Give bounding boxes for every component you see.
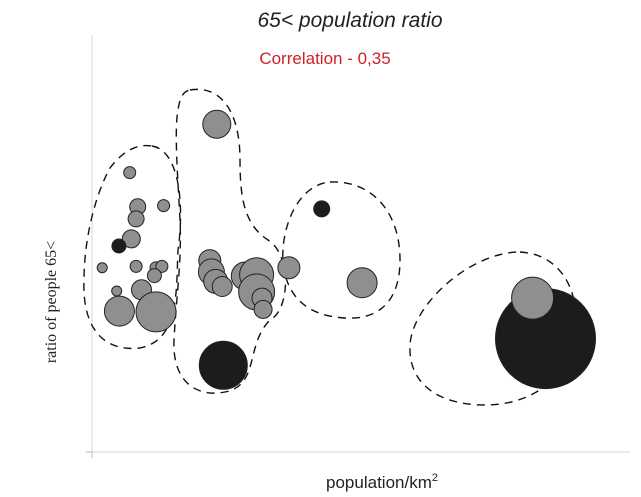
y-axis-label: ratio of people 65<: [43, 241, 60, 363]
data-point-5: [127, 210, 145, 228]
cluster-outline-1: [83, 144, 182, 350]
data-point-2: [123, 166, 137, 180]
data-point-27: [277, 256, 301, 280]
cluster-outline-2: [173, 88, 287, 394]
data-point-1: [202, 109, 232, 139]
data-point-4: [157, 199, 171, 213]
data-point-17: [135, 291, 177, 333]
chart-subtitle: Correlation - 0,35: [259, 49, 390, 68]
x-axis-label-text: population/km: [326, 473, 432, 492]
x-axis-label-superscript: 2: [432, 472, 438, 484]
data-point-13: [111, 285, 123, 297]
data-point-6: [121, 229, 141, 249]
data-point-28: [198, 340, 248, 390]
data-point-30: [346, 267, 378, 299]
chart-title: 65< population ratio: [257, 9, 442, 32]
data-point-26: [253, 299, 273, 319]
data-point-7: [111, 238, 127, 254]
data-point-8: [96, 262, 108, 274]
data-point-12: [146, 268, 162, 284]
data-point-32: [511, 276, 555, 320]
data-point-21: [211, 276, 233, 297]
x-axis-label: population/km2: [326, 472, 438, 492]
cluster-outline-3: [282, 181, 401, 319]
data-point-11: [155, 259, 169, 273]
data-point-9: [129, 259, 143, 273]
data-point-16: [103, 295, 135, 327]
data-point-29: [313, 200, 331, 218]
data-points: [96, 109, 596, 390]
